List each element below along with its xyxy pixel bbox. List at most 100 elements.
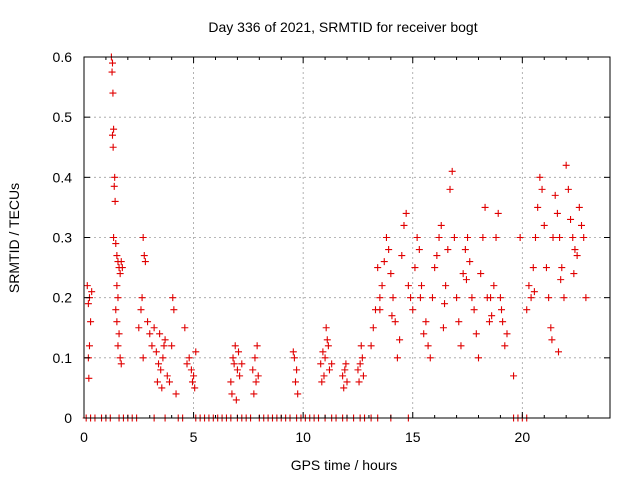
data-point [538, 185, 546, 193]
data-point [110, 125, 118, 133]
data-point [540, 221, 548, 229]
data-point [549, 234, 557, 241]
data-point [229, 354, 237, 362]
x-tick-label: 10 [295, 429, 311, 445]
data-point [340, 384, 348, 392]
data-point [148, 342, 156, 350]
data-point [169, 294, 177, 302]
data-point [170, 306, 178, 314]
data-point [227, 378, 235, 386]
data-point [536, 173, 544, 181]
data-point [453, 294, 461, 302]
data-point [181, 324, 189, 332]
data-point [391, 318, 399, 326]
data-point [108, 131, 116, 139]
data-point [325, 366, 333, 374]
data-point [488, 312, 496, 320]
data-point [462, 276, 470, 284]
data-point [510, 372, 518, 380]
data-point [108, 68, 116, 76]
data-point [190, 372, 198, 380]
data-point [84, 300, 92, 308]
data-point [534, 203, 542, 211]
data-point [183, 360, 191, 368]
data-point [569, 234, 577, 241]
data-point [110, 234, 118, 241]
data-point [343, 378, 351, 386]
data-point [567, 215, 575, 223]
data-point [527, 294, 535, 302]
x-tick-label: 0 [80, 429, 88, 445]
data-point [560, 294, 568, 302]
data-point [422, 318, 430, 326]
data-point [477, 270, 485, 278]
data-point [342, 360, 350, 368]
data-point [158, 384, 166, 392]
data-point [191, 384, 199, 392]
data-point [159, 354, 167, 362]
data-point [582, 294, 590, 302]
data-point [428, 294, 436, 302]
data-point [437, 221, 445, 229]
data-point [233, 366, 241, 374]
data-point [433, 252, 441, 260]
data-point [153, 378, 161, 386]
data-point [357, 342, 365, 350]
data-point [374, 264, 382, 272]
data-point [235, 348, 243, 356]
y-axis-label: SRMTID / TECUs [6, 183, 22, 293]
data-point [319, 348, 327, 356]
data-point [139, 354, 147, 362]
x-tick-label: 15 [405, 429, 421, 445]
data-point [424, 342, 432, 350]
data-point [400, 221, 408, 229]
data-point [562, 161, 570, 169]
data-point [317, 360, 325, 368]
data-point [435, 234, 443, 241]
data-point [413, 234, 421, 241]
data-point [108, 59, 116, 67]
data-point [470, 306, 478, 314]
data-point [479, 234, 487, 241]
data-point [112, 306, 120, 314]
data-point [494, 209, 502, 217]
data-point [322, 324, 330, 332]
data-point [157, 366, 165, 374]
data-point [411, 264, 419, 272]
y-tick-label: 0.1 [53, 350, 73, 366]
data-point [146, 330, 154, 338]
data-point [446, 185, 454, 193]
data-point [163, 372, 171, 380]
data-point [109, 89, 117, 97]
data-point [496, 294, 504, 302]
data-point [404, 282, 412, 290]
data-point [114, 342, 122, 350]
data-point [468, 294, 476, 302]
y-tick-label: 0.4 [53, 169, 73, 185]
data-point [442, 282, 450, 290]
data-point [556, 234, 564, 241]
data-point [557, 276, 565, 284]
data-point [558, 264, 566, 272]
y-tick-label: 0.6 [53, 49, 73, 65]
data-point [570, 270, 578, 278]
chart-title: Day 336 of 2021, SRMTID for receiver bog… [208, 19, 477, 35]
data-point [87, 318, 95, 326]
data-point [376, 306, 384, 314]
data-point [228, 390, 236, 398]
data-point [393, 354, 401, 362]
data-point [548, 336, 556, 344]
data-point [448, 167, 456, 175]
data-point [232, 396, 240, 404]
data-point [141, 258, 149, 266]
data-point [418, 282, 426, 290]
data-point [485, 318, 493, 326]
data-point [135, 324, 143, 332]
data-point [321, 354, 329, 362]
data-point [116, 354, 124, 362]
data-point [139, 234, 147, 241]
data-point [294, 390, 302, 398]
data-point [529, 264, 537, 272]
data-point [85, 374, 93, 382]
